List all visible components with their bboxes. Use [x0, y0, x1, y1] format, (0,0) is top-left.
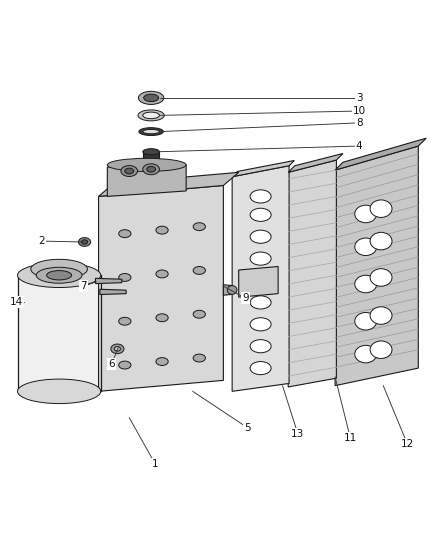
Polygon shape	[232, 160, 294, 177]
Ellipse shape	[355, 345, 377, 363]
Ellipse shape	[138, 110, 164, 121]
Polygon shape	[100, 289, 126, 295]
Text: 12: 12	[401, 439, 414, 449]
Text: 11: 11	[344, 433, 357, 443]
Ellipse shape	[156, 226, 168, 234]
Ellipse shape	[227, 286, 237, 294]
Ellipse shape	[250, 252, 271, 265]
Text: 9: 9	[242, 293, 249, 303]
Ellipse shape	[143, 164, 159, 175]
Polygon shape	[223, 285, 232, 295]
Ellipse shape	[107, 158, 186, 172]
Polygon shape	[99, 172, 239, 197]
Polygon shape	[335, 146, 418, 386]
Ellipse shape	[355, 275, 377, 293]
Ellipse shape	[355, 238, 377, 255]
Ellipse shape	[18, 379, 101, 403]
Ellipse shape	[144, 94, 159, 102]
Polygon shape	[232, 166, 289, 391]
Polygon shape	[288, 154, 343, 172]
Ellipse shape	[250, 318, 271, 331]
Ellipse shape	[36, 267, 82, 283]
Ellipse shape	[143, 112, 159, 119]
Ellipse shape	[147, 166, 155, 172]
Ellipse shape	[250, 361, 271, 375]
Ellipse shape	[143, 130, 159, 134]
Ellipse shape	[193, 223, 205, 231]
Ellipse shape	[121, 166, 138, 176]
Ellipse shape	[119, 230, 131, 238]
Ellipse shape	[119, 317, 131, 325]
Polygon shape	[107, 165, 186, 197]
Ellipse shape	[145, 183, 157, 189]
Ellipse shape	[143, 149, 159, 155]
Ellipse shape	[370, 307, 392, 324]
Ellipse shape	[139, 128, 163, 135]
Ellipse shape	[370, 200, 392, 217]
Text: 3: 3	[356, 93, 363, 103]
Text: 7: 7	[80, 281, 87, 291]
Polygon shape	[99, 185, 223, 391]
Polygon shape	[288, 160, 336, 387]
Polygon shape	[143, 152, 159, 173]
Ellipse shape	[250, 274, 271, 287]
Polygon shape	[335, 138, 426, 170]
Ellipse shape	[18, 263, 101, 287]
Ellipse shape	[156, 270, 168, 278]
Ellipse shape	[250, 190, 271, 203]
Ellipse shape	[193, 354, 205, 362]
Ellipse shape	[47, 271, 71, 280]
Ellipse shape	[250, 208, 271, 221]
Ellipse shape	[143, 169, 159, 176]
Ellipse shape	[250, 296, 271, 309]
Ellipse shape	[81, 240, 88, 244]
Ellipse shape	[193, 310, 205, 318]
Text: 6: 6	[108, 359, 115, 369]
Ellipse shape	[119, 361, 131, 369]
Ellipse shape	[370, 341, 392, 359]
Ellipse shape	[250, 230, 271, 243]
Text: 10: 10	[353, 106, 366, 116]
Ellipse shape	[78, 238, 91, 246]
Ellipse shape	[193, 266, 205, 274]
Text: 13: 13	[291, 429, 304, 439]
Polygon shape	[18, 275, 101, 391]
Ellipse shape	[125, 168, 134, 174]
Text: 1: 1	[152, 459, 159, 470]
Polygon shape	[145, 169, 157, 186]
Polygon shape	[95, 278, 122, 284]
Ellipse shape	[145, 167, 157, 172]
Text: 2: 2	[38, 236, 45, 246]
Ellipse shape	[370, 269, 392, 286]
Ellipse shape	[156, 358, 168, 366]
Ellipse shape	[355, 205, 377, 223]
Ellipse shape	[111, 344, 124, 354]
Ellipse shape	[114, 346, 120, 351]
Ellipse shape	[138, 91, 164, 104]
Ellipse shape	[370, 232, 392, 250]
Ellipse shape	[355, 312, 377, 330]
Ellipse shape	[119, 273, 131, 281]
Polygon shape	[239, 266, 278, 297]
Ellipse shape	[31, 260, 88, 279]
Text: 8: 8	[356, 118, 363, 128]
Ellipse shape	[250, 340, 271, 353]
Text: 4: 4	[356, 141, 363, 151]
Ellipse shape	[156, 314, 168, 322]
Text: 14: 14	[10, 297, 23, 308]
Text: 5: 5	[244, 423, 251, 433]
